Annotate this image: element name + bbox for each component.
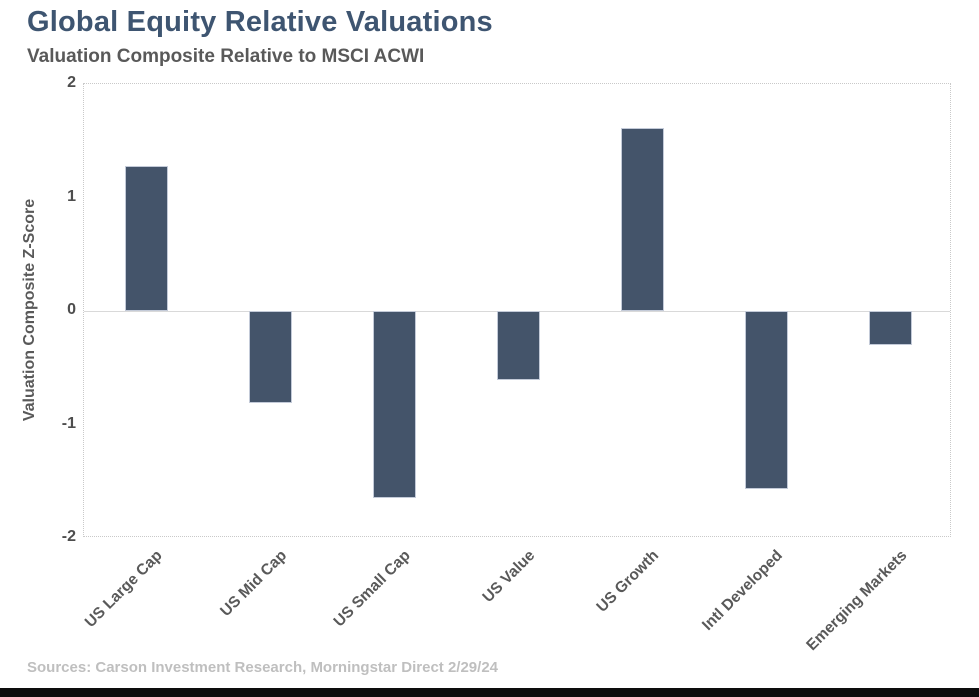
bar-us-small-cap bbox=[372, 311, 416, 499]
bar-emerging-markets bbox=[868, 311, 912, 346]
y-tick-label--2: -2 bbox=[61, 528, 76, 545]
chart-title: Global Equity Relative Valuations bbox=[27, 6, 493, 38]
chart-subtitle: Valuation Composite Relative to MSCI ACW… bbox=[27, 46, 425, 67]
x-tick-label-us-value: US Value bbox=[479, 547, 539, 606]
y-tick-label-2: 2 bbox=[67, 74, 76, 91]
x-tick-label-emerging-markets: Emerging Markets bbox=[802, 547, 911, 655]
x-tick-label-us-mid-cap: US Mid Cap bbox=[217, 547, 291, 620]
y-tick-label--1: -1 bbox=[61, 414, 76, 432]
bar-us-value bbox=[496, 311, 540, 381]
bar-us-large-cap bbox=[124, 165, 168, 311]
plot-area bbox=[83, 83, 951, 537]
x-tick-label-us-growth: US Growth bbox=[593, 547, 663, 616]
bar-intl-developed bbox=[744, 311, 788, 490]
y-tick-label-0: 0 bbox=[67, 301, 76, 318]
y-tick-label-1: 1 bbox=[67, 187, 76, 205]
bar-us-mid-cap bbox=[248, 311, 292, 403]
source-attribution: Sources: Carson Investment Research, Mor… bbox=[27, 659, 499, 676]
bottom-accent-bar bbox=[0, 688, 979, 697]
bar-us-growth bbox=[620, 128, 664, 311]
x-tick-label-us-large-cap: US Large Cap bbox=[82, 547, 167, 631]
x-tick-label-intl-developed: Intl Developed bbox=[699, 547, 787, 634]
x-tick-label-us-small-cap: US Small Cap bbox=[330, 547, 415, 631]
